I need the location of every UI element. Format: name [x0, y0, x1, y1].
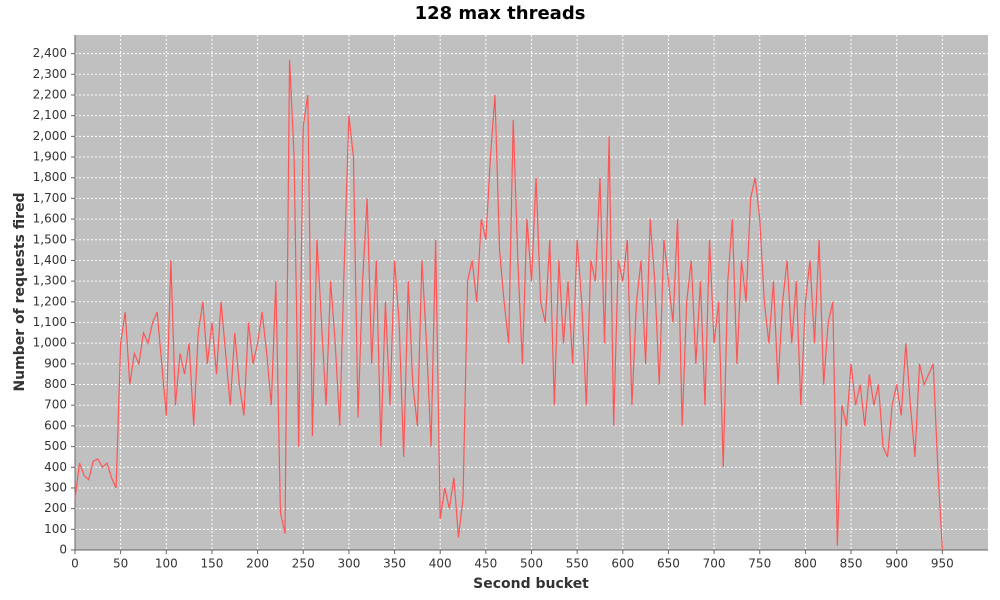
- y-axis-label: Number of requests fired: [12, 192, 28, 391]
- x-tick-label: 750: [748, 557, 771, 571]
- y-tick-label: 900: [44, 356, 67, 370]
- y-tick-label: 400: [44, 460, 67, 474]
- y-tick-label: 1,100: [33, 315, 67, 329]
- y-tick-label: 0: [59, 543, 67, 557]
- y-tick-label: 300: [44, 480, 67, 494]
- x-tick-label: 0: [71, 557, 79, 571]
- y-tick-label: 2,100: [33, 108, 67, 122]
- x-tick-label: 450: [474, 557, 497, 571]
- x-tick-label: 800: [794, 557, 817, 571]
- y-tick-label: 1,200: [33, 294, 67, 308]
- y-tick-label: 2,400: [33, 46, 67, 60]
- data-line: [74, 59, 943, 551]
- y-tick-label: 2,300: [33, 67, 67, 81]
- x-tick-label: 600: [611, 557, 634, 571]
- x-tick-label: 350: [383, 557, 406, 571]
- chart-title: 128 max threads: [415, 3, 586, 24]
- x-tick-label: 850: [840, 557, 863, 571]
- y-tick-label: 100: [44, 522, 67, 536]
- x-tick-label: 100: [155, 557, 178, 571]
- x-tick-label: 900: [885, 557, 908, 571]
- x-tick-label: 400: [429, 557, 452, 571]
- x-tick-label: 200: [246, 557, 269, 571]
- y-tick-label: 2,000: [33, 129, 67, 143]
- x-tick-label: 700: [703, 557, 726, 571]
- y-tick-label: 1,800: [33, 170, 67, 184]
- x-tick-label: 650: [657, 557, 680, 571]
- x-tick-label: 300: [337, 557, 360, 571]
- y-tick-label: 1,600: [33, 212, 67, 226]
- y-tick-label: 200: [44, 501, 67, 515]
- x-tick-label: 500: [520, 557, 543, 571]
- x-tick-label: 150: [200, 557, 223, 571]
- y-tick-label: 1,400: [33, 253, 67, 267]
- y-tick-label: 1,300: [33, 274, 67, 288]
- x-tick-label: 50: [113, 557, 128, 571]
- y-tick-label: 1,700: [33, 191, 67, 205]
- y-tick-label: 2,200: [33, 87, 67, 101]
- x-tick-label: 950: [931, 557, 954, 571]
- x-tick-label: 250: [292, 557, 315, 571]
- y-tick-label: 1,500: [33, 232, 67, 246]
- y-tick-label: 1,900: [33, 150, 67, 164]
- y-tick-label: 800: [44, 377, 67, 391]
- y-tick-label: 500: [44, 439, 67, 453]
- y-tick-label: 600: [44, 418, 67, 432]
- y-tick-label: 700: [44, 398, 67, 412]
- x-tick-label: 550: [566, 557, 589, 571]
- x-axis-label: Second bucket: [473, 576, 589, 592]
- y-tick-label: 1,000: [33, 336, 67, 350]
